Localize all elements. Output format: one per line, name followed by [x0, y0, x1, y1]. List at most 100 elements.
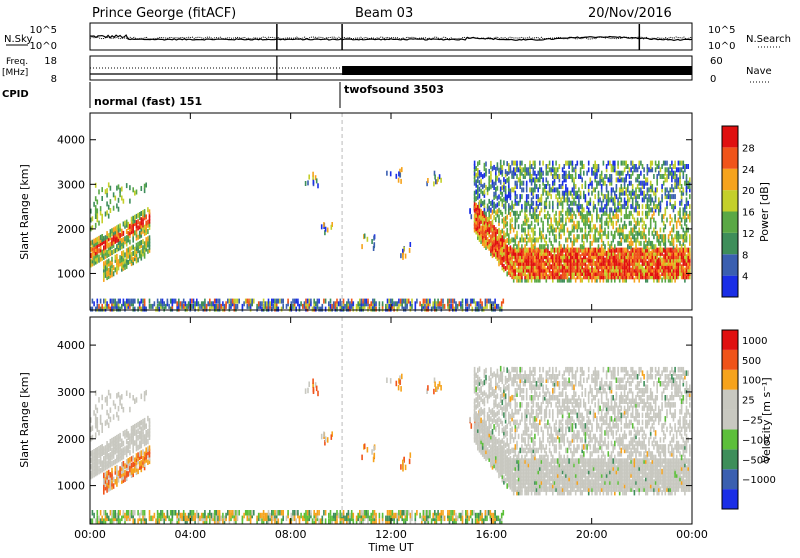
power-cell-236	[266, 301, 268, 306]
power-cell-2065	[557, 197, 559, 202]
power-cell-936	[142, 239, 144, 244]
velocity-cell-496	[454, 510, 456, 516]
velocity-cell-398	[382, 513, 384, 519]
power-cell-2188	[567, 244, 569, 249]
power-cell-2601	[599, 197, 601, 202]
power-cell-794	[121, 187, 123, 192]
power-cell-2826	[617, 248, 619, 253]
power-cell-2831	[617, 214, 619, 219]
velocity-cell-1013	[410, 452, 412, 458]
velocity-cell-306	[317, 510, 319, 516]
velocity-cell-308	[318, 510, 320, 516]
power-cell-1914	[544, 184, 546, 189]
power-cell-2495	[591, 241, 593, 246]
velocity-cell-11	[100, 510, 102, 516]
velocity-cell-1147	[482, 381, 484, 387]
power-colorbar-tick-6: 28	[742, 143, 755, 154]
power-cell-1014	[400, 253, 402, 258]
power-cell-820	[126, 220, 128, 225]
power-cell-1113	[479, 194, 481, 199]
power-cell-2289	[573, 167, 575, 172]
power-cell-779	[119, 255, 121, 260]
power-cell-1544	[516, 201, 518, 206]
velocity-cell-123	[183, 510, 185, 516]
power-cell-1360	[502, 165, 504, 170]
velocity-cell-663	[106, 461, 108, 467]
power-cell-55	[128, 299, 130, 304]
power-cell-2970	[627, 194, 629, 199]
power-cell-2049	[555, 167, 557, 172]
power-cell-3053	[634, 218, 636, 223]
velocity-cell-466	[432, 513, 434, 519]
power-cell-74	[142, 299, 144, 304]
power-cell-3306	[653, 201, 655, 206]
velocity-cell-1012	[409, 459, 411, 465]
power-cell-1316	[498, 208, 500, 213]
velocity-cell-44	[121, 516, 123, 522]
power-cell-872	[134, 230, 136, 235]
power-cell-2006	[552, 181, 554, 186]
power-cell-1454	[510, 245, 512, 250]
velocity-cell-786	[121, 439, 123, 445]
velocity-cell-406	[388, 510, 390, 516]
noise-right-tick-top: 10^5	[708, 25, 735, 36]
power-cell-895	[137, 235, 139, 240]
power-cell-109	[173, 299, 175, 304]
power-cell-507	[465, 307, 467, 312]
power-cell-2274	[573, 248, 575, 253]
power-colorbar-swatch-4	[722, 190, 738, 211]
velocity-cell-919	[141, 420, 143, 426]
power-cell-1791	[534, 177, 536, 182]
velocity-cell-409	[390, 510, 392, 516]
power-cell-122	[183, 304, 185, 309]
power-cell-2407	[583, 171, 585, 176]
power-cell-3228	[647, 164, 649, 169]
power-cell-684	[108, 233, 110, 238]
velocity-cell-708	[111, 461, 113, 467]
power-cell-3153	[642, 248, 644, 253]
power-cell-2399	[583, 241, 585, 246]
velocity-cell-206	[242, 516, 244, 522]
power-cell-3135	[640, 248, 642, 253]
velocity-cell-895	[137, 445, 139, 451]
velocity-cell-128	[186, 516, 188, 522]
power-cell-2687	[606, 174, 608, 179]
velocity-cell-908	[139, 421, 141, 427]
power-cell-1966	[549, 201, 551, 206]
power-cell-3102	[637, 184, 639, 189]
power-cell-355	[351, 299, 353, 304]
power-cell-503	[460, 301, 462, 306]
power-cell-501	[459, 301, 461, 306]
power-cell-2437	[586, 234, 588, 239]
velocity-cell-572	[92, 435, 94, 441]
power-cell-1834	[537, 171, 539, 176]
power-cell-1033	[386, 171, 388, 176]
power-cell-1694	[528, 194, 530, 199]
power-cell-444	[416, 299, 418, 304]
power-cell-167	[214, 304, 216, 309]
power-cell-271	[292, 299, 294, 304]
velocity-cell-362	[359, 518, 361, 524]
power-cell-1530	[515, 161, 517, 166]
power-cell-1484	[511, 171, 513, 176]
velocity-cell-145	[198, 513, 200, 519]
power-cell-3304	[653, 211, 655, 216]
power-cell-2624	[601, 201, 603, 206]
power-cell-2989	[629, 211, 631, 216]
velocity-cell-986	[312, 379, 314, 385]
power-cell-1688	[528, 238, 530, 243]
power-cell-260	[281, 299, 283, 304]
power-cell-2146	[563, 244, 565, 249]
power-cell-3124	[638, 181, 640, 186]
power-cell-402	[387, 304, 389, 309]
power-cell-1274	[495, 227, 497, 232]
power-cell-2265	[572, 161, 574, 166]
power-cell-3365	[658, 197, 660, 202]
power-cell-301	[313, 299, 315, 304]
power-cell-3183	[643, 181, 645, 186]
power-cell-2578	[598, 214, 600, 219]
power-cell-1333	[500, 196, 502, 201]
power-cell-466	[432, 301, 434, 306]
power-cell-2729	[609, 174, 611, 179]
power-cell-1442	[508, 177, 510, 182]
